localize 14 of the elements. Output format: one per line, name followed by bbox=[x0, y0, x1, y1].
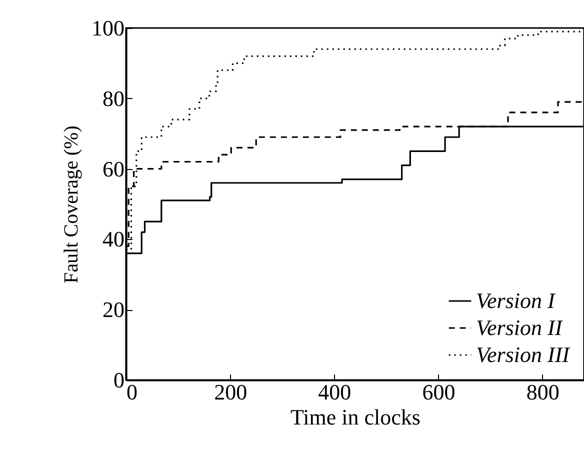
x-tick-label: 400 bbox=[318, 380, 352, 404]
y-tick-label: 60 bbox=[102, 156, 124, 182]
legend-label: Version II bbox=[476, 315, 564, 340]
y-tick-label: 40 bbox=[102, 226, 124, 252]
y-tick-label: 20 bbox=[102, 297, 124, 322]
legend-label: Version III bbox=[476, 342, 572, 367]
y-axis-title: Fault Coverage (%) bbox=[60, 126, 82, 284]
x-tick-label: 600 bbox=[422, 380, 456, 404]
y-tick-label: 100 bbox=[92, 16, 124, 40]
x-tick-label: 800 bbox=[526, 380, 560, 404]
legend-label: Version I bbox=[476, 288, 556, 313]
x-axis-title: Time in clocks bbox=[290, 404, 420, 430]
y-tick-label: 80 bbox=[102, 86, 124, 111]
x-tick-label: 200 bbox=[214, 380, 248, 404]
